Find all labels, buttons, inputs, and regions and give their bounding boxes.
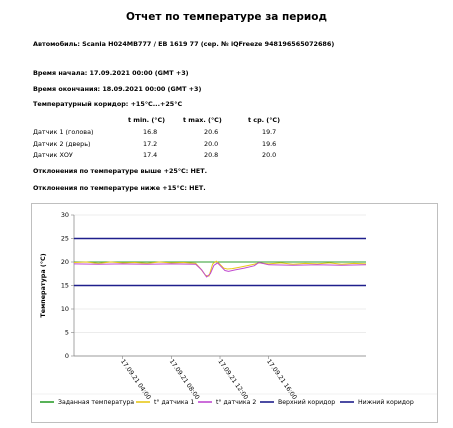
x-tick-label: 17.09.21 08:00 bbox=[168, 358, 201, 401]
chart-frame: 0 5 10 15 20 25 30 Температура (°C) 17.09.21 04:… bbox=[31, 203, 438, 423]
sensor-tmin: 17.4 bbox=[143, 151, 158, 159]
y-tick-label: 20 bbox=[61, 258, 69, 266]
vehicle-info: Автомобиль: Scania Н024МВ777 / ЕВ 1619 7… bbox=[33, 40, 335, 48]
sensor-tmax: 20.6 bbox=[204, 128, 219, 136]
y-tick-label: 25 bbox=[61, 235, 69, 243]
y-tick-label: 5 bbox=[65, 329, 69, 337]
sensor-label: Датчик 1 (голова) bbox=[33, 128, 94, 136]
y-tick-label: 10 bbox=[61, 305, 69, 313]
report-title: Отчет по температуре за период bbox=[126, 11, 327, 23]
series-line bbox=[73, 260, 367, 277]
start-time: Время начала: 17.09.2021 00:00 (GMT +3) bbox=[33, 69, 189, 77]
sensor-label: Датчик ХОУ bbox=[33, 151, 73, 159]
y-tick-label: 15 bbox=[61, 282, 69, 290]
sensor-tavg: 20.0 bbox=[262, 151, 277, 159]
y-tick-label: 0 bbox=[65, 352, 69, 360]
x-tick-label: 17.09.21 16:00 bbox=[265, 358, 298, 401]
legend-label: Верхний коридор bbox=[278, 398, 335, 406]
header-tavg: t ср. (°C) bbox=[248, 116, 281, 124]
temperature-chart: 0 5 10 15 20 25 30 Температура (°C) 17.09.21 04:… bbox=[32, 211, 437, 406]
sensor-tmin: 17.2 bbox=[143, 140, 158, 148]
x-tick-label: 17.09.21 04:00 bbox=[119, 358, 152, 401]
y-tick-label: 30 bbox=[61, 211, 69, 219]
x-tick-label: 17.09.21 12:00 bbox=[216, 358, 249, 401]
sensor-tavg: 19.6 bbox=[262, 140, 277, 148]
sensor-tmin: 16.8 bbox=[143, 128, 158, 136]
legend-label: t° датчика 2 bbox=[216, 398, 256, 406]
sensor-tmax: 20.8 bbox=[204, 151, 219, 159]
series-line bbox=[73, 262, 367, 278]
sensor-tavg: 19.7 bbox=[262, 128, 277, 136]
header-tmax: t max. (°C) bbox=[183, 116, 222, 124]
legend-label: t° датчика 1 bbox=[154, 398, 194, 406]
temperature-corridor: Температурный коридор: +15°C...+25°C bbox=[33, 100, 183, 108]
deviation-below: Отклонения по температуре ниже +15°C: НЕ… bbox=[33, 184, 206, 192]
sensor-label: Датчик 2 (дверь) bbox=[33, 140, 91, 148]
sensor-tmax: 20.0 bbox=[204, 140, 219, 148]
y-axis-label: Температура (°C) bbox=[39, 253, 47, 317]
deviation-above: Отклонения по температуре выше +25°C: НЕ… bbox=[33, 167, 208, 175]
header-tmin: t min. (°C) bbox=[128, 116, 166, 124]
legend-label: Заданная температура bbox=[58, 399, 134, 406]
legend-label: Нижний коридор bbox=[358, 398, 414, 406]
end-time: Время окончания: 18.09.2021 00:00 (GMT +… bbox=[33, 85, 202, 93]
